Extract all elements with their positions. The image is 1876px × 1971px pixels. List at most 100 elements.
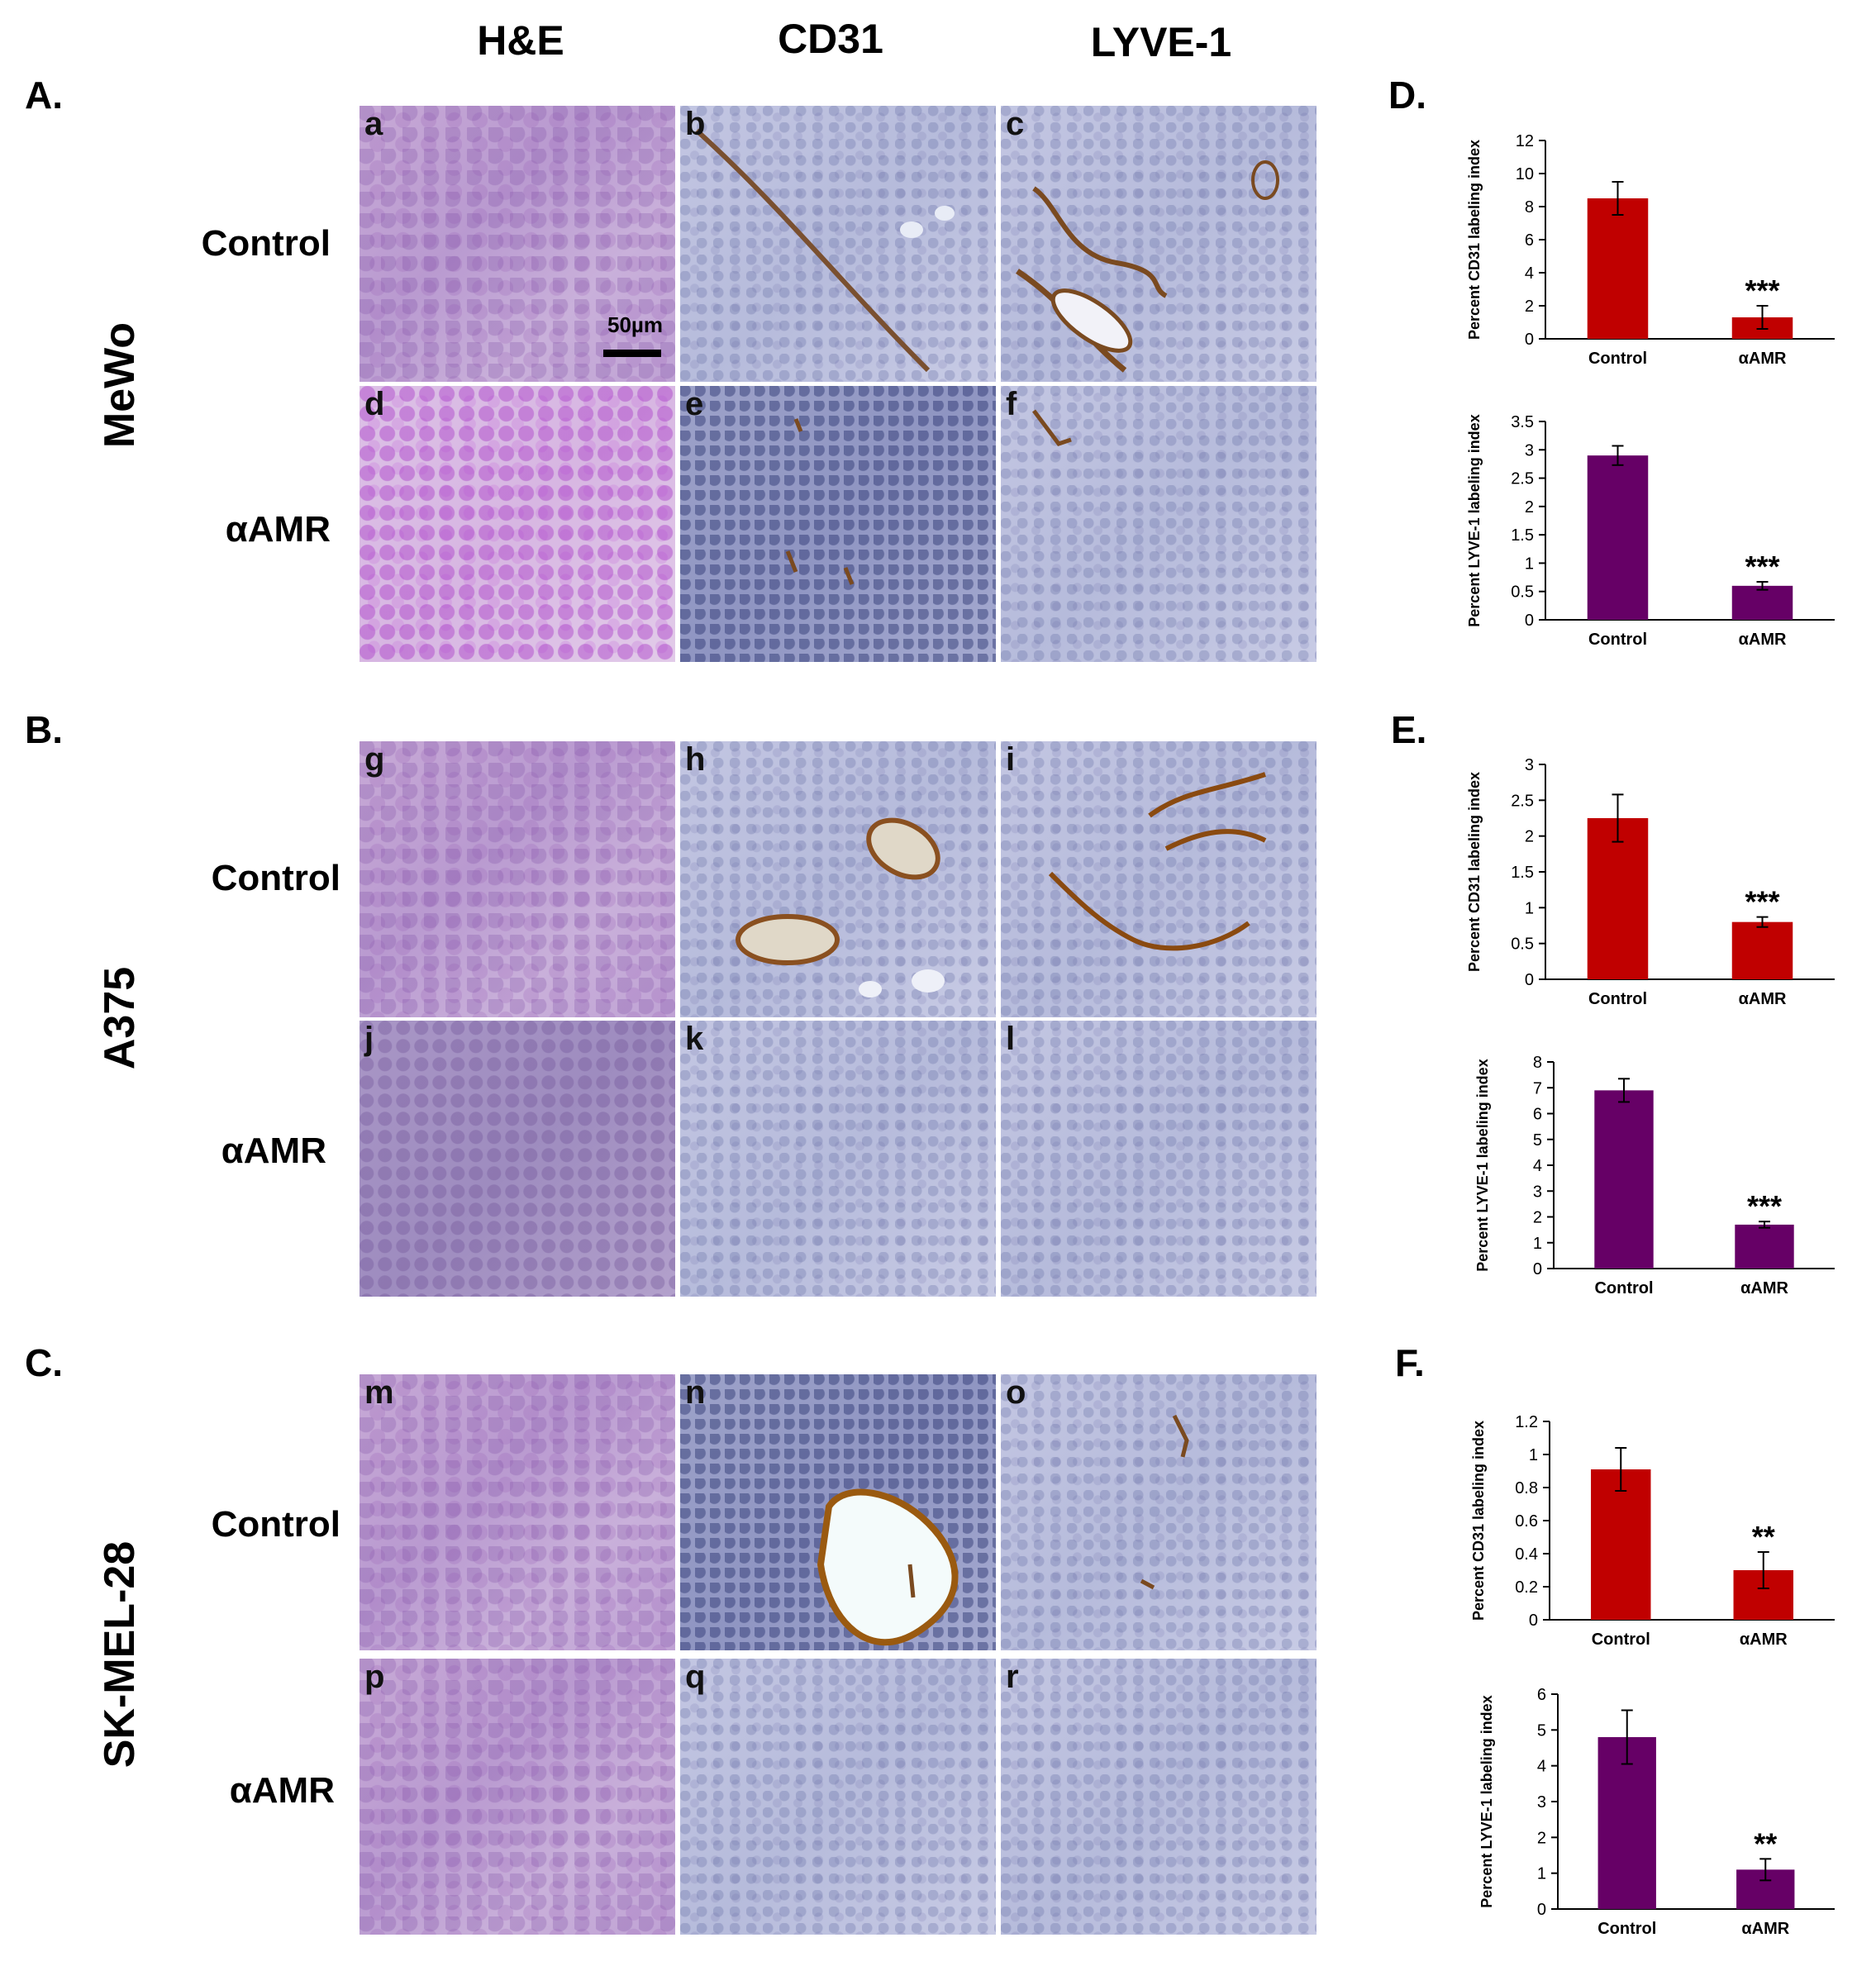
significance-marker: *** xyxy=(1745,885,1779,919)
y-tick-label: 4 xyxy=(1533,1157,1542,1175)
category-label: Control xyxy=(1594,1279,1653,1297)
bar-chart-e-lyve1: Percent LYVE-1 labeling index 0 1 2 3 4 5 6 7 8 Co… xyxy=(1474,1054,1835,1297)
y-tick-label: 0 xyxy=(1525,971,1534,989)
y-tick-label: 8 xyxy=(1533,1054,1542,1072)
y-tick-label: 2 xyxy=(1525,828,1534,846)
y-tick-label: 3 xyxy=(1525,756,1534,774)
category-label: Control xyxy=(1588,990,1647,1008)
y-tick-label: 4 xyxy=(1537,1758,1546,1776)
y-tick-label: 2 xyxy=(1533,1209,1542,1227)
significance-marker: *** xyxy=(1745,274,1779,307)
panel-letter: o xyxy=(1006,1374,1026,1411)
vessel-staining xyxy=(1140,1414,1189,1590)
y-tick-label: 1 xyxy=(1537,1865,1546,1883)
micrograph-panel-o: o xyxy=(1001,1374,1317,1650)
y-tick-label: 1 xyxy=(1525,555,1534,573)
column-header-cd31: CD31 xyxy=(778,16,883,62)
y-tick-label: 6 xyxy=(1525,231,1534,250)
y-tick-label: 0.6 xyxy=(1515,1512,1538,1531)
bar xyxy=(1597,1737,1656,1909)
row-label-control-mewo: Control xyxy=(201,223,331,264)
section-label-a: A. xyxy=(25,74,63,117)
bar-chart-d-cd31: Percent CD31 labeling index 0 2 4 6 8 10 12 Cont… xyxy=(1466,132,1835,368)
vessel-staining xyxy=(1016,160,1279,373)
y-tick-label: 0.5 xyxy=(1511,583,1534,602)
micrograph-panel-c: c xyxy=(1001,106,1317,382)
micrograph-panel-q: q xyxy=(680,1659,996,1935)
y-tick-label: 2.5 xyxy=(1511,470,1534,488)
y-axis-label: Percent LYVE-1 labeling index xyxy=(1474,1059,1491,1271)
y-tick-label: 8 xyxy=(1525,198,1534,217)
y-tick-label: 0.4 xyxy=(1515,1545,1538,1564)
row-label-aamr-skmel: αAMR xyxy=(229,1770,335,1811)
panel-letter: h xyxy=(685,741,706,778)
y-tick-label: 5 xyxy=(1537,1721,1546,1740)
vessel-staining xyxy=(694,128,955,373)
y-axis-label: Percent CD31 labeling index xyxy=(1466,140,1483,340)
vessel-staining xyxy=(817,1488,959,1646)
row-label-aamr-mewo: αAMR xyxy=(225,509,331,550)
significance-marker: *** xyxy=(1745,550,1779,583)
y-tick-label: 3 xyxy=(1525,441,1534,459)
row-label-control-skmel: Control xyxy=(211,1504,340,1545)
bar xyxy=(1587,818,1649,979)
micrograph-panel-j: j xyxy=(359,1021,675,1297)
y-tick-label: 0 xyxy=(1529,1612,1538,1630)
y-tick-label: 0 xyxy=(1525,331,1534,349)
y-tick-label: 10 xyxy=(1516,165,1534,183)
panel-letter: p xyxy=(364,1659,385,1695)
micrograph-panel-p: p xyxy=(359,1659,675,1935)
micrograph-panel-a: a 50µm xyxy=(359,106,675,382)
bar-chart-e-cd31: Percent CD31 labeling index 0 0.5 1 1.5 2 2.5 3… xyxy=(1466,756,1835,1008)
y-tick-label: 0 xyxy=(1525,612,1534,630)
category-label: αAMR xyxy=(1740,1631,1788,1649)
panel-letter: q xyxy=(685,1659,706,1695)
y-tick-label: 5 xyxy=(1533,1131,1542,1150)
micrograph-panel-b: b xyxy=(680,106,996,382)
micrograph-panel-g: g xyxy=(359,741,675,1017)
y-tick-label: 6 xyxy=(1533,1106,1542,1124)
panel-letter: l xyxy=(1006,1021,1016,1057)
vessel-staining xyxy=(736,817,945,997)
panel-letter: f xyxy=(1006,386,1017,422)
bar-chart-d-lyve1: Percent LYVE-1 labeling index 0 0.5 1 1.5 2 2.… xyxy=(1466,413,1835,649)
micrograph-panel-f: f xyxy=(1001,386,1317,662)
section-label-b: B. xyxy=(25,708,63,751)
chart-label-d: D. xyxy=(1388,74,1426,117)
panel-letter: e xyxy=(685,386,704,422)
y-axis-label: Percent CD31 labeling index xyxy=(1470,1421,1487,1621)
panel-letter: d xyxy=(364,386,385,422)
y-tick-label: 2 xyxy=(1537,1829,1546,1847)
section-label-c: C. xyxy=(25,1341,63,1384)
y-tick-label: 0 xyxy=(1537,1901,1546,1919)
column-header-lyve1: LYVE-1 xyxy=(1090,19,1232,65)
micrograph-panel-h: h xyxy=(680,741,996,1017)
y-tick-label: 0.5 xyxy=(1511,936,1534,954)
significance-marker: *** xyxy=(1747,1189,1782,1223)
y-tick-label: 0 xyxy=(1533,1260,1542,1278)
category-label: αAMR xyxy=(1739,350,1787,368)
y-tick-label: 12 xyxy=(1516,132,1534,150)
y-axis-label: Percent LYVE-1 labeling index xyxy=(1466,414,1483,626)
y-tick-label: 2 xyxy=(1525,498,1534,517)
scale-bar xyxy=(603,350,661,357)
panel-letter: j xyxy=(364,1021,374,1057)
y-tick-label: 3.5 xyxy=(1511,413,1534,431)
significance-marker: ** xyxy=(1752,1520,1775,1554)
y-tick-label: 1 xyxy=(1525,899,1534,917)
category-label: Control xyxy=(1588,350,1647,368)
y-tick-label: 0.8 xyxy=(1515,1479,1538,1497)
bar-chart-f-cd31: Percent CD31 labeling index 0 0.2 0.4 0.6 0.8… xyxy=(1470,1413,1835,1649)
panel-letter: r xyxy=(1006,1659,1019,1695)
panel-letter: n xyxy=(685,1374,706,1411)
panel-letter: k xyxy=(685,1021,704,1057)
significance-marker: ** xyxy=(1754,1826,1777,1860)
category-label: Control xyxy=(1588,631,1647,649)
y-axis-label: Percent LYVE-1 labeling index xyxy=(1478,1695,1495,1907)
row-label-control-a375: Control xyxy=(211,858,340,898)
category-label: Control xyxy=(1592,1631,1650,1649)
micrograph-panel-k: k xyxy=(680,1021,996,1297)
category-label: αAMR xyxy=(1739,990,1787,1008)
category-label: αAMR xyxy=(1741,1920,1789,1938)
micrograph-panel-l: l xyxy=(1001,1021,1317,1297)
